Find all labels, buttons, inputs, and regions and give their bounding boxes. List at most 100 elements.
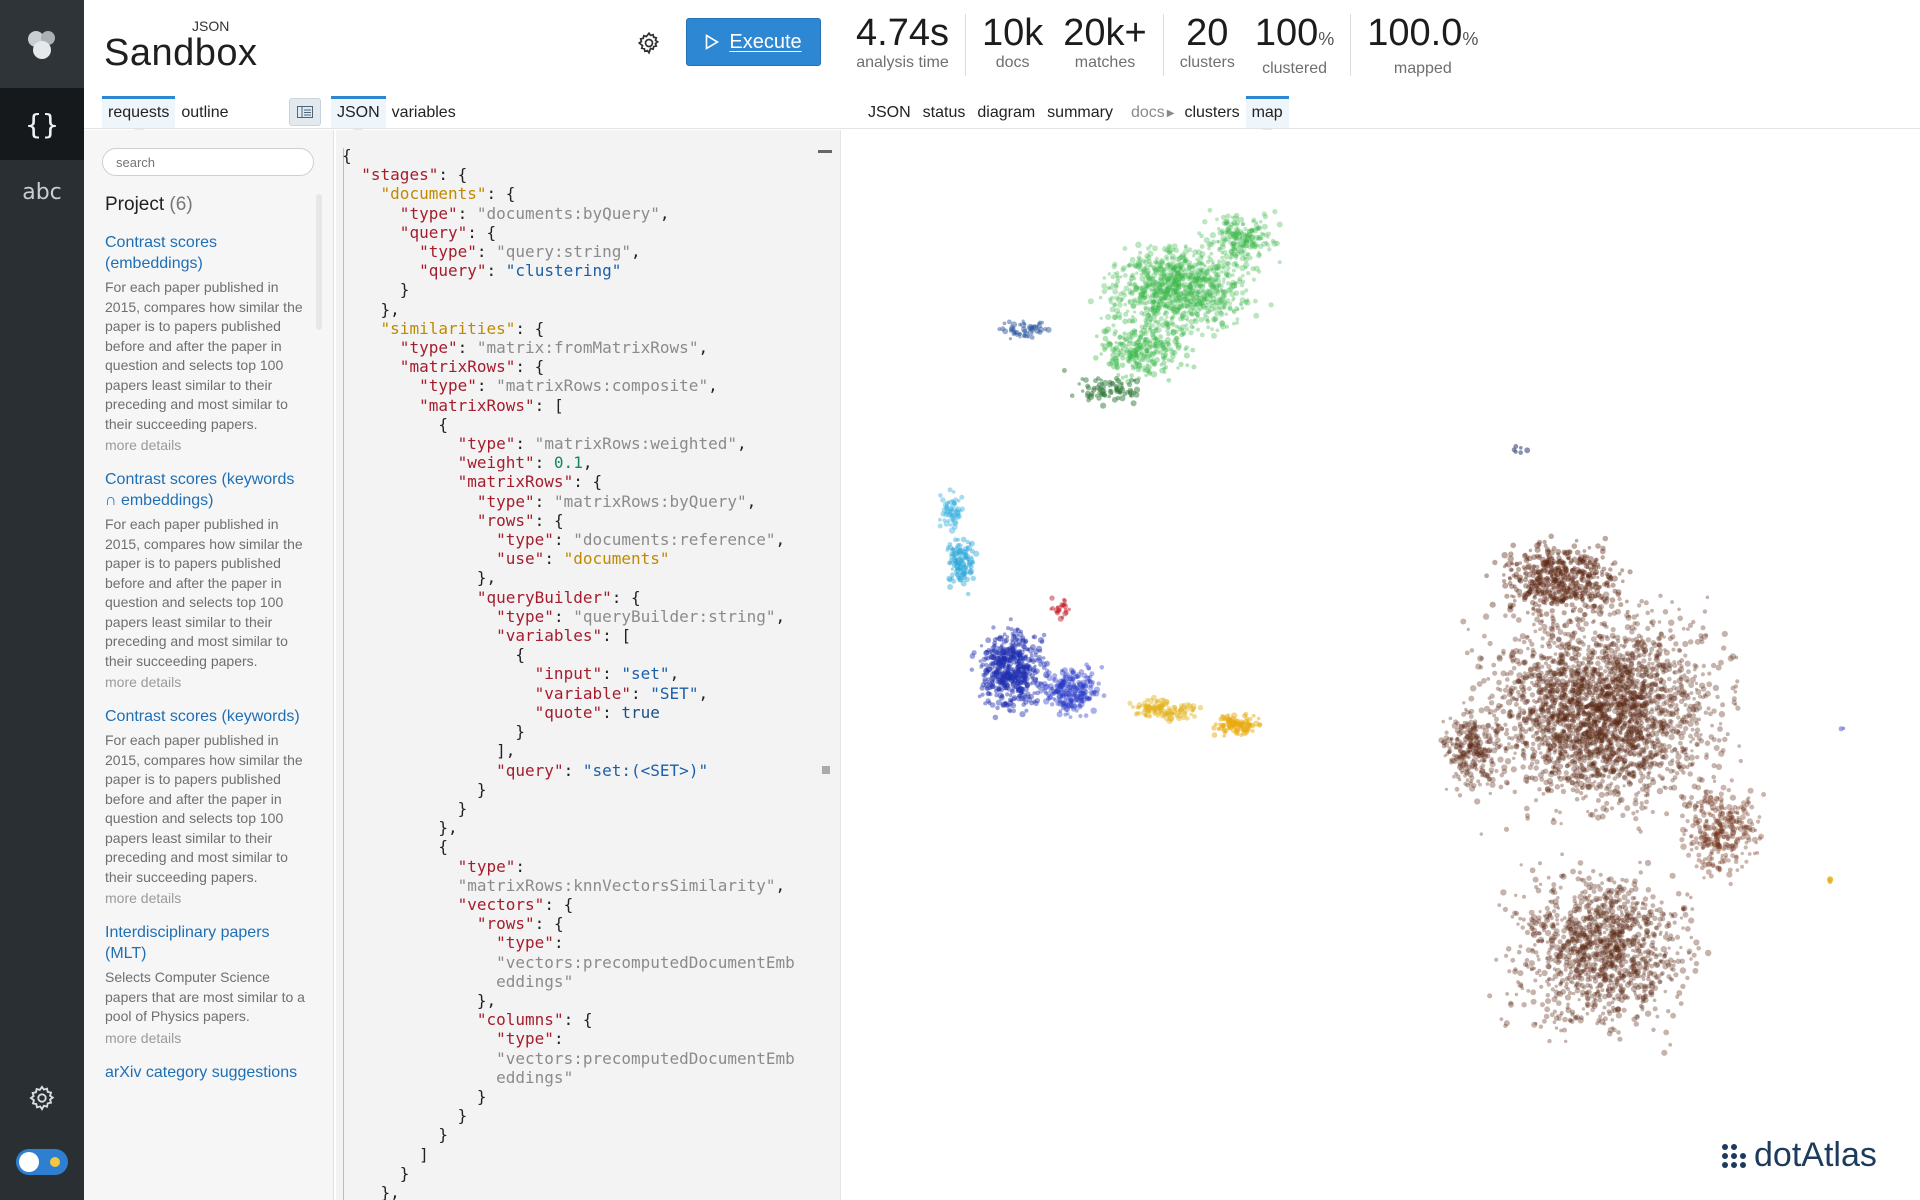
json-editor-icon[interactable]: {}: [0, 88, 84, 160]
tab-variables[interactable]: variables: [391, 104, 456, 121]
request-title-link[interactable]: Contrast scores (embeddings): [105, 234, 218, 272]
tab-clusters[interactable]: clusters: [1184, 104, 1240, 121]
map-point: [1643, 793, 1648, 798]
settings-gear-icon[interactable]: [636, 30, 662, 56]
map-point: [1193, 310, 1198, 315]
map-point: [1151, 310, 1157, 316]
map-point: [1184, 715, 1190, 721]
map-point: [1220, 255, 1224, 260]
brand-name: Sandbox: [104, 32, 258, 74]
tab-outline[interactable]: outline: [181, 104, 229, 121]
map-point: [1172, 305, 1177, 309]
fold-marker[interactable]: [818, 150, 832, 153]
map-point: [1567, 761, 1573, 767]
map-point: [1126, 332, 1133, 339]
map-point: [1204, 292, 1210, 298]
map-point: [1504, 758, 1512, 765]
map-point: [1225, 287, 1232, 294]
map-point: [1165, 328, 1170, 333]
map-point: [1217, 283, 1224, 289]
map-point: [1615, 646, 1621, 652]
scroll-marker[interactable]: [822, 766, 830, 774]
map-point: [1149, 264, 1153, 268]
map-point: [1178, 298, 1183, 303]
map-point: [1150, 277, 1156, 283]
map-point: [1569, 780, 1575, 786]
map-point: [1229, 282, 1234, 287]
map-point: [1147, 250, 1154, 257]
map-point: [1172, 338, 1179, 345]
map-point: [1133, 353, 1138, 359]
code-content[interactable]: { "stages": { "documents": { "type": "do…: [342, 146, 795, 1200]
map-point: [1173, 282, 1180, 289]
execute-button[interactable]: Execute: [686, 18, 821, 66]
map-point: [1174, 298, 1179, 303]
map-point: [1178, 290, 1185, 297]
map-point: [1700, 625, 1706, 631]
tab-status[interactable]: status: [922, 104, 966, 121]
map-canvas[interactable]: [841, 130, 1920, 1200]
json-editor[interactable]: { "stages": { "documents": { "type": "do…: [336, 130, 840, 1200]
map-point: [1104, 326, 1112, 333]
more-details-link[interactable]: more details: [105, 674, 182, 690]
map-point: [1556, 667, 1561, 672]
more-details-link[interactable]: more details: [105, 1029, 182, 1046]
map-point: [1552, 750, 1557, 755]
map-point: [1161, 356, 1166, 361]
map-point: [1215, 266, 1221, 271]
theme-toggle[interactable]: [0, 1140, 84, 1184]
map-point: [1684, 660, 1691, 667]
request-title-link[interactable]: Interdisciplinary papers (MLT): [105, 924, 270, 962]
request-title-link[interactable]: arXiv category suggestions: [105, 1063, 298, 1081]
map-point: [1132, 364, 1138, 370]
map-point: [1182, 273, 1189, 280]
more-details-link[interactable]: more details: [105, 890, 182, 906]
text-mode-icon[interactable]: abc: [0, 160, 84, 224]
breadcrumb-docs[interactable]: docs: [1130, 104, 1165, 121]
request-title-link[interactable]: Contrast scores (keywords): [105, 708, 300, 725]
tab-result-json[interactable]: JSON: [868, 104, 911, 121]
map-point: [1694, 681, 1699, 686]
map-point: [1133, 342, 1139, 348]
gear-icon[interactable]: [0, 1072, 84, 1124]
map-point: [1160, 345, 1166, 351]
map-point: [1683, 675, 1690, 683]
layout-toggle-icon[interactable]: [289, 98, 321, 126]
map-point: [1177, 273, 1184, 279]
map-point: [1583, 738, 1588, 743]
map-point: [1049, 686, 1054, 691]
tab-summary[interactable]: summary: [1047, 104, 1113, 121]
map-point: [1236, 241, 1241, 246]
map-point: [1113, 361, 1120, 367]
search-input[interactable]: [102, 148, 314, 176]
map-point: [1144, 285, 1150, 290]
list-item: Contrast scores (keywords ∩ embeddings) …: [105, 469, 305, 690]
map-point: [1234, 306, 1240, 312]
tab-diagram[interactable]: diagram: [977, 104, 1036, 121]
cluster-map[interactable]: [840, 130, 1920, 1200]
scrollbar[interactable]: [316, 194, 322, 330]
map-point: [1153, 269, 1159, 276]
tab-requests[interactable]: requests: [102, 96, 176, 134]
map-point: [1168, 715, 1175, 722]
map-point: [1121, 265, 1127, 271]
map-point: [1145, 316, 1150, 321]
map-point: [1501, 648, 1506, 654]
map-point: [1127, 288, 1133, 294]
map-point: [1127, 263, 1132, 268]
map-point: [1163, 365, 1168, 370]
more-details-link[interactable]: more details: [105, 437, 182, 453]
request-title-link[interactable]: Contrast scores (keywords ∩ embeddings): [105, 471, 295, 509]
map-point: [1139, 291, 1145, 298]
tab-map[interactable]: map: [1245, 96, 1289, 134]
tab-json[interactable]: JSON: [331, 96, 386, 134]
list-item: Interdisciplinary papers (MLT) Selects C…: [105, 922, 305, 1046]
map-point: [1683, 653, 1688, 658]
map-point: [1148, 243, 1153, 248]
map-point: [1194, 277, 1200, 283]
map-point: [1153, 308, 1159, 314]
map-point: [1511, 665, 1517, 671]
map-point: [1197, 705, 1204, 711]
app-logo-icon[interactable]: [0, 0, 84, 88]
map-point: [1180, 292, 1187, 300]
